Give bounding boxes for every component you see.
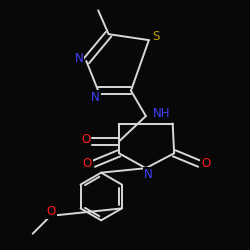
Text: O: O [46, 205, 56, 218]
Text: O: O [81, 134, 90, 146]
Text: NH: NH [153, 106, 171, 120]
Text: N: N [144, 168, 152, 181]
Text: N: N [91, 91, 100, 104]
Text: O: O [202, 157, 211, 170]
Text: S: S [152, 30, 160, 43]
Text: O: O [82, 157, 92, 170]
Text: N: N [74, 52, 83, 65]
